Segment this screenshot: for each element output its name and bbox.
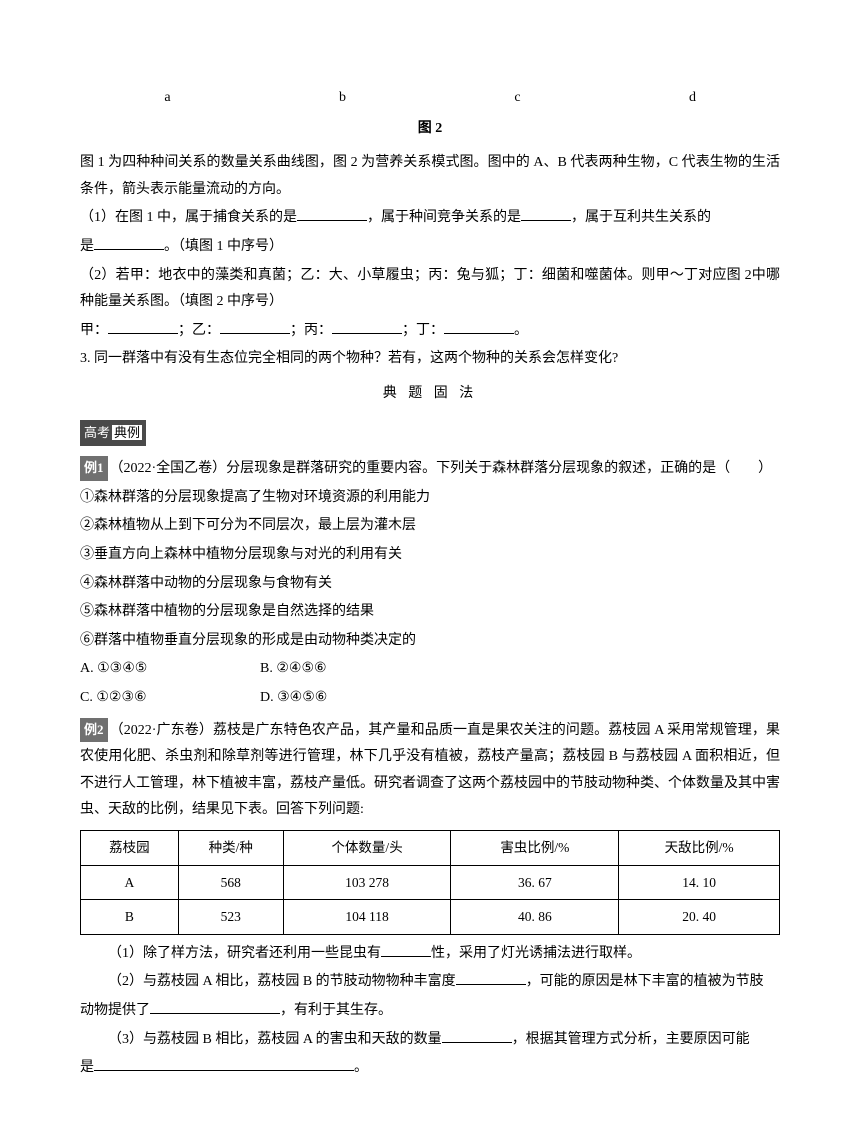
ex1-option-d[interactable]: D. ③④⑤⑥ [260, 685, 440, 712]
ex1-item-1: ①森林群落的分层现象提高了生物对环境资源的利用能力 [80, 485, 780, 512]
th-pest: 害虫比例/% [451, 830, 619, 865]
ex1-item-5: ⑤森林群落中植物的分层现象是自然选择的结果 [80, 599, 780, 626]
ex1-item-2: ②森林植物从上到下可分为不同层次，最上层为灌木层 [80, 513, 780, 540]
ex2-sub3-line1: （3）与荔枝园 B 相比，荔枝园 A 的害虫和天敌的数量 ，根据其管理方式分析，主… [80, 1027, 780, 1054]
cell-a-1: 568 [178, 865, 283, 900]
ex2-sub2-d: ，有利于其生存。 [280, 1003, 392, 1018]
q1-prefix: （1）在图 1 中，属于捕食关系的是 [80, 210, 297, 225]
cell-a-3: 36. 67 [451, 865, 619, 900]
table-row-a: A 568 103 278 36. 67 14. 10 [81, 865, 780, 900]
th-species: 种类/种 [178, 830, 283, 865]
ex1-options-row1: A. ①③④⑤ B. ②④⑤⑥ [80, 656, 780, 683]
cell-b-4: 20. 40 [619, 900, 780, 935]
badge-gaokao-text: 高考 [84, 425, 110, 440]
intro-paragraph: 图 1 为四种种间关系的数量关系曲线图，图 2 为营养关系模式图。图中的 A、B… [80, 150, 780, 203]
ex2-sub1-b: 性，采用了灯光诱捕法进行取样。 [431, 946, 641, 961]
blank-predation[interactable] [297, 207, 367, 221]
cell-a-4: 14. 10 [619, 865, 780, 900]
ex2-sub3-line2: 是。 [80, 1055, 780, 1082]
question-2-stem: （2）若甲：地衣中的藻类和真菌；乙：大、小草履虫；丙：兔与狐；丁：细菌和噬菌体。… [80, 263, 780, 316]
blank-richness[interactable] [456, 971, 526, 985]
blank-ding[interactable] [444, 320, 514, 334]
cell-a-0: A [81, 865, 179, 900]
ex1-item-3: ③垂直方向上森林中植物分层现象与对光的利用有关 [80, 542, 780, 569]
blank-yi[interactable] [220, 320, 290, 334]
section-title: 典 题 固 法 [80, 381, 780, 408]
ex2-sub2-line1: （2）与荔枝园 A 相比，荔枝园 B 的节肢动物物种丰富度 ，可能的原因是林下丰富… [80, 969, 780, 996]
fig-label-c: c [430, 85, 605, 112]
badge-gaokao: 高考典例 [80, 420, 146, 447]
ex2-sub3-a: （3）与荔枝园 B 相比，荔枝园 A 的害虫和天敌的数量 [108, 1032, 442, 1047]
ex2-sub3-c: 是 [80, 1060, 94, 1075]
ex1-option-c[interactable]: C. ①②③⑥ [80, 685, 260, 712]
ex2-sub1: （1）除了样方法，研究者还利用一些昆虫有 性，采用了灯光诱捕法进行取样。 [80, 941, 780, 968]
q1-mid2: ，属于互利共生关系的 [571, 210, 711, 225]
q2-end: 。 [514, 323, 528, 338]
example-1-stem: 例1（2022·全国乙卷）分层现象是群落研究的重要内容。下列关于森林群落分层现象… [80, 456, 780, 483]
cell-a-2: 103 278 [283, 865, 451, 900]
ex2-sub2-a: （2）与荔枝园 A 相比，荔枝园 B 的节肢动物物种丰富度 [108, 974, 456, 989]
question-2-blanks: 甲： ；乙： ；丙： ；丁： 。 [80, 318, 780, 345]
badge-example-1: 例1 [80, 456, 108, 481]
ex1-option-a[interactable]: A. ①③④⑤ [80, 656, 260, 683]
blank-provided[interactable] [150, 1000, 280, 1014]
ex2-stem-text: （2022·广东卷）荔枝是广东特色农产品，其产量和品质一直是果农关注的问题。荔枝… [80, 723, 780, 818]
table-row-b: B 523 104 118 40. 86 20. 40 [81, 900, 780, 935]
ex1-option-b[interactable]: B. ②④⑤⑥ [260, 656, 440, 683]
cell-b-3: 40. 86 [451, 900, 619, 935]
question-3: 3. 同一群落中有没有生态位完全相同的两个物种？若有，这两个物种的关系会怎样变化… [80, 346, 780, 373]
ex2-sub1-a: （1）除了样方法，研究者还利用一些昆虫有 [108, 946, 381, 961]
blank-mutualism[interactable] [94, 236, 164, 250]
blank-competition[interactable] [521, 207, 571, 221]
cell-b-2: 104 118 [283, 900, 451, 935]
ex2-sub3-b: ，根据其管理方式分析，主要原因可能 [512, 1032, 750, 1047]
cell-b-1: 523 [178, 900, 283, 935]
ex2-sub2-b: ，可能的原因是林下丰富的植被为节肢 [526, 974, 764, 989]
fig-label-d: d [605, 85, 780, 112]
cell-b-0: B [81, 900, 179, 935]
ex2-sub3-d: 。 [354, 1060, 368, 1075]
ex1-options-row2: C. ①②③⑥ D. ③④⑤⑥ [80, 685, 780, 712]
litchi-table: 荔枝园 种类/种 个体数量/头 害虫比例/% 天敌比例/% A 568 103 … [80, 830, 780, 935]
blank-reason[interactable] [94, 1057, 354, 1071]
fig-label-a: a [80, 85, 255, 112]
question-1-line1: （1）在图 1 中，属于捕食关系的是 ，属于种间竞争关系的是 ，属于互利共生关系的 [80, 205, 780, 232]
q2-jia-label: 甲： [80, 323, 108, 338]
example-2-stem: 例2（2022·广东卷）荔枝是广东特色农产品，其产量和品质一直是果农关注的问题。… [80, 718, 780, 824]
table-header-row: 荔枝园 种类/种 个体数量/头 害虫比例/% 天敌比例/% [81, 830, 780, 865]
q2-yi-label: ；乙： [178, 323, 220, 338]
ex1-item-6: ⑥群落中植物垂直分层现象的形成是由动物种类决定的 [80, 628, 780, 655]
ex2-sub2-c: 动物提供了 [80, 1003, 150, 1018]
question-1-line2: 是 。（填图 1 中序号） [80, 234, 780, 261]
badge-gaokao-text2: 典例 [112, 425, 142, 440]
q1-suffix: 。（填图 1 中序号） [164, 239, 283, 254]
ex2-sub2-line2: 动物提供了 ，有利于其生存。 [80, 998, 780, 1025]
q1-mid1: ，属于种间竞争关系的是 [367, 210, 521, 225]
figure-2-labels: a b c d [80, 85, 780, 112]
blank-quantity[interactable] [442, 1029, 512, 1043]
figure-2-caption: 图 2 [80, 116, 780, 143]
blank-bing[interactable] [332, 320, 402, 334]
th-garden: 荔枝园 [81, 830, 179, 865]
badge-example-2: 例2 [80, 718, 108, 743]
ex1-item-4: ④森林群落中动物的分层现象与食物有关 [80, 571, 780, 598]
th-count: 个体数量/头 [283, 830, 451, 865]
blank-jia[interactable] [108, 320, 178, 334]
q2-ding-label: ；丁： [402, 323, 444, 338]
ex1-stem-text: （2022·全国乙卷）分层现象是群落研究的重要内容。下列关于森林群落分层现象的叙… [110, 461, 773, 476]
blank-trait[interactable] [381, 943, 431, 957]
fig-label-b: b [255, 85, 430, 112]
q2-bing-label: ；丙： [290, 323, 332, 338]
q1-line2-prefix: 是 [80, 239, 94, 254]
gaokao-badge-row: 高考典例 [80, 416, 780, 451]
th-predator: 天敌比例/% [619, 830, 780, 865]
